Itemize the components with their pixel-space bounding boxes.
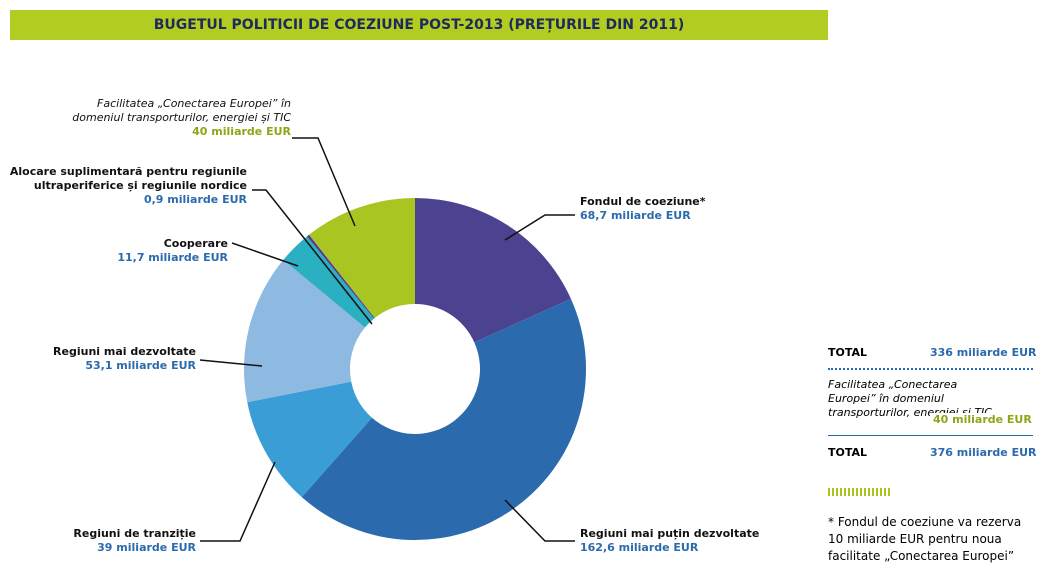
total-value: 336 miliarde EUR <box>930 346 1037 359</box>
segment-value: 0,9 miliarde EUR <box>143 193 247 206</box>
segment-value: 40 miliarde EUR <box>192 125 291 138</box>
total-label: TOTAL <box>828 346 868 359</box>
donut-segment <box>415 198 571 343</box>
donut-segment <box>283 236 374 328</box>
marker <box>828 488 892 496</box>
donut-segment <box>247 381 372 498</box>
segment-value: 68,7 miliarde EUR <box>580 209 691 222</box>
segment-label: Regiuni mai puțin dezvoltate 162,6 miliar… <box>580 527 780 555</box>
total-value: 376 miliarde EUR <box>930 446 1037 459</box>
leader-line <box>292 137 356 227</box>
facility-label: Facilitatea „Conectarea Europei” în dome… <box>828 378 992 419</box>
segment-value: 162,6 miliarde EUR <box>580 541 699 554</box>
segment-label: Regiuni mai dezvoltate 53,1 miliarde EUR <box>36 345 196 373</box>
segment-value: 39 miliarde EUR <box>97 541 196 554</box>
segment-label: Alocare suplimentară pentru regiunile ul… <box>2 165 247 207</box>
donut-segment <box>309 198 415 318</box>
segment-name: Facilitatea „Conectarea Europei” în dome… <box>72 97 291 124</box>
leader-line <box>504 499 575 542</box>
segment-name: Regiuni mai dezvoltate <box>53 345 196 358</box>
segment-name: Cooperare <box>163 237 228 250</box>
footnote: * Fondul de coeziune va rezerva 10 milia… <box>828 515 1022 563</box>
leader-line <box>231 242 299 267</box>
leader-line <box>199 359 263 367</box>
donut-segment <box>307 234 375 319</box>
segment-value: 11,7 miliarde EUR <box>117 251 228 264</box>
separator <box>828 368 1033 370</box>
chart-title: BUGETUL POLITICII DE COEZIUNE POST-2013 … <box>10 10 828 40</box>
donut-segment <box>244 259 365 403</box>
leader-line <box>252 189 373 325</box>
segment-name: Alocare suplimentară pentru regiunile ul… <box>9 165 247 192</box>
segment-label: Regiuni de tranziție 39 miliarde EUR <box>36 527 196 555</box>
segment-name: Fondul de coeziune* <box>580 195 706 208</box>
segment-name: Regiuni mai puțin dezvoltate <box>580 527 760 540</box>
segment-value: 53,1 miliarde EUR <box>85 359 196 372</box>
segment-name: Regiuni de tranziție <box>73 527 196 540</box>
segment-label: Facilitatea „Conectarea Europei” în dome… <box>71 97 291 139</box>
leader-line <box>200 461 276 542</box>
segment-label: Cooperare 11,7 miliarde EUR <box>98 237 228 265</box>
facility-value: 40 miliarde EUR <box>930 413 1032 427</box>
separator <box>828 435 1033 436</box>
segment-label: Fondul de coeziune* 68,7 miliarde EUR <box>580 195 730 223</box>
total-label: TOTAL <box>828 446 868 459</box>
donut-segment <box>301 298 587 541</box>
leader-line <box>504 214 575 241</box>
